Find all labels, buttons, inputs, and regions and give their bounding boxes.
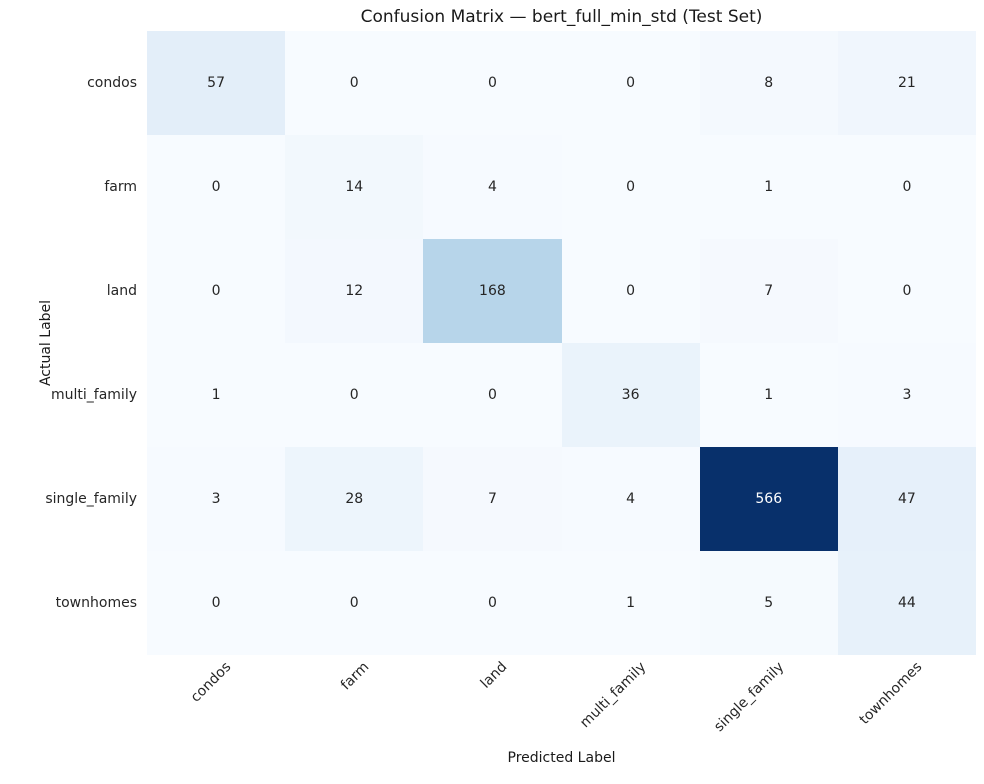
- heatmap-cell-land-townhomes: 0: [837, 239, 976, 343]
- heatmap-cell-land-multi_family: 0: [561, 239, 700, 343]
- heatmap-cell-farm-land: 4: [423, 135, 562, 239]
- cell-value: 0: [626, 179, 636, 195]
- cell-value: 36: [621, 387, 640, 403]
- cell-value: 1: [764, 387, 774, 403]
- y-tick-condos: condos: [87, 75, 137, 91]
- heatmap-cell-multi_family-land: 0: [423, 343, 562, 447]
- heatmap-cell-land-single_family: 7: [699, 239, 838, 343]
- y-tick-land: land: [106, 283, 137, 299]
- cell-value: 0: [211, 179, 221, 195]
- heatmap-cell-land-land: 168: [423, 239, 562, 343]
- heatmap-cell-single_family-multi_family: 4: [561, 447, 700, 551]
- heatmap-cell-land-condos: 0: [147, 239, 286, 343]
- heatmap-cell-townhomes-land: 0: [423, 551, 562, 655]
- heatmap-cell-farm-single_family: 1: [699, 135, 838, 239]
- x-tick-condos: condos: [187, 659, 235, 706]
- cell-value: 0: [349, 595, 359, 611]
- cell-value: 1: [211, 387, 221, 403]
- cell-value: 566: [755, 491, 783, 507]
- heatmap-cell-townhomes-multi_family: 1: [561, 551, 700, 655]
- heatmap-cell-farm-condos: 0: [147, 135, 286, 239]
- heatmap-cell-townhomes-farm: 0: [285, 551, 424, 655]
- heatmap-cell-multi_family-farm: 0: [285, 343, 424, 447]
- x-tick-townhomes: townhomes: [856, 659, 926, 728]
- x-tick-land: land: [478, 659, 511, 692]
- x-axis-label: Predicted Label: [507, 750, 616, 766]
- cell-value: 0: [902, 179, 912, 195]
- y-tick-multi_family: multi_family: [51, 387, 137, 403]
- heatmap-cell-condos-land: 0: [423, 31, 562, 135]
- cell-value: 3: [902, 387, 912, 403]
- x-tick-multi_family: multi_family: [576, 659, 649, 732]
- cell-value: 7: [487, 491, 497, 507]
- cell-value: 8: [764, 75, 774, 91]
- heatmap-cell-land-farm: 12: [285, 239, 424, 343]
- cell-value: 47: [898, 491, 916, 507]
- heatmap-grid: 57 0 0 0 8 21 0 14 4 0 1 0 0 12 168 0 7 0 1 0 0 36 1 3 3 28 7 4 566 4…: [147, 31, 976, 655]
- cell-value: 14: [345, 179, 364, 195]
- heatmap-cell-multi_family-townhomes: 3: [837, 343, 976, 447]
- heatmap-cell-single_family-townhomes: 47: [837, 447, 976, 551]
- heatmap-cell-multi_family-condos: 1: [147, 343, 286, 447]
- heatmap-cell-farm-multi_family: 0: [561, 135, 700, 239]
- heatmap-cell-townhomes-condos: 0: [147, 551, 286, 655]
- cell-value: 0: [349, 387, 359, 403]
- y-tick-single_family: single_family: [45, 491, 137, 507]
- heatmap-cell-townhomes-townhomes: 44: [837, 551, 976, 655]
- cell-value: 3: [211, 491, 221, 507]
- chart-title: Confusion Matrix — bert_full_min_std (Te…: [360, 7, 763, 27]
- cell-value: 0: [487, 595, 497, 611]
- cell-value: 0: [626, 283, 636, 299]
- heatmap-cell-farm-townhomes: 0: [837, 135, 976, 239]
- cell-value: 4: [487, 179, 497, 195]
- cell-value: 0: [487, 75, 497, 91]
- cell-value: 5: [764, 595, 774, 611]
- x-tick-single_family: single_family: [710, 659, 788, 736]
- heatmap-cell-single_family-single_family: 566: [699, 447, 838, 551]
- y-tick-townhomes: townhomes: [55, 595, 137, 611]
- cell-value: 21: [898, 75, 916, 91]
- cell-value: 0: [349, 75, 359, 91]
- heatmap-cell-farm-farm: 14: [285, 135, 424, 239]
- cell-value: 0: [487, 387, 497, 403]
- x-tick-farm: farm: [338, 659, 373, 694]
- heatmap-cell-condos-townhomes: 21: [837, 31, 976, 135]
- heatmap-cell-multi_family-single_family: 1: [699, 343, 838, 447]
- cell-value: 1: [626, 595, 636, 611]
- heatmap-cell-single_family-farm: 28: [285, 447, 424, 551]
- cell-value: 4: [626, 491, 636, 507]
- heatmap-cell-multi_family-multi_family: 36: [561, 343, 700, 447]
- cell-value: 168: [479, 283, 506, 299]
- x-tick-labels: condos farm land multi_family single_family t…: [147, 659, 976, 749]
- heatmap-cell-single_family-condos: 3: [147, 447, 286, 551]
- cell-value: 7: [764, 283, 774, 299]
- heatmap-cell-townhomes-single_family: 5: [699, 551, 838, 655]
- cell-value: 44: [898, 595, 916, 611]
- cell-value: 12: [345, 283, 364, 299]
- heatmap-cell-condos-farm: 0: [285, 31, 424, 135]
- cell-value: 1: [764, 179, 774, 195]
- heatmap-cell-single_family-land: 7: [423, 447, 562, 551]
- cell-value: 0: [626, 75, 636, 91]
- heatmap-cell-condos-single_family: 8: [699, 31, 838, 135]
- cell-value: 0: [211, 595, 221, 611]
- cell-value: 57: [207, 75, 225, 91]
- cell-value: 0: [902, 283, 912, 299]
- heatmap-cell-condos-multi_family: 0: [561, 31, 700, 135]
- y-tick-farm: farm: [104, 179, 137, 195]
- cell-value: 28: [345, 491, 364, 507]
- cell-value: 0: [211, 283, 221, 299]
- heatmap-cell-condos-condos: 57: [147, 31, 286, 135]
